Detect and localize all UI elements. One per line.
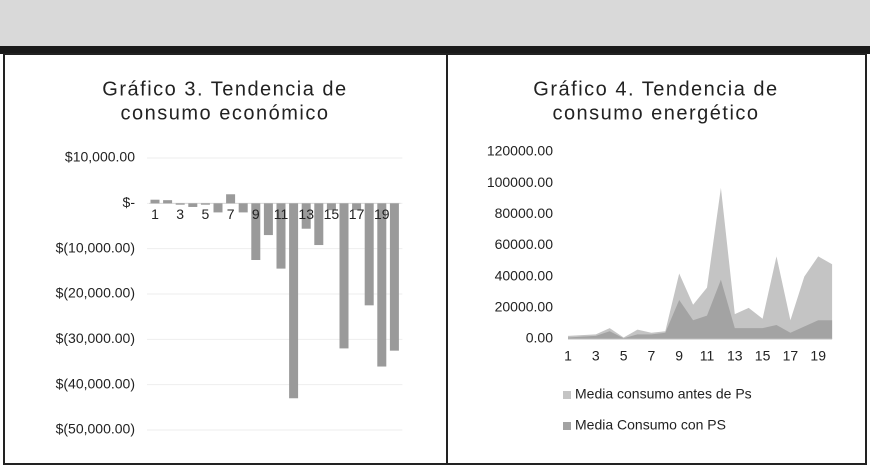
y-tick-label: 100000.00 [487, 174, 553, 190]
y-tick-label: $(20,000.00) [56, 285, 135, 301]
x-tick-label: 15 [755, 348, 771, 364]
x-tick-label: 11 [274, 206, 289, 222]
bar [226, 194, 236, 204]
legend-label: Media consumo antes de Ps [575, 386, 752, 402]
legend-label: Media Consumo con PS [575, 417, 726, 433]
y-tick-label: 0.00 [526, 330, 553, 346]
bar [339, 203, 349, 349]
x-tick-label: 17 [349, 206, 365, 222]
x-tick-label: 3 [176, 206, 184, 222]
legend-swatch [563, 391, 571, 399]
bar [163, 200, 173, 204]
bar [364, 203, 374, 306]
y-tick-label: $- [123, 194, 136, 210]
x-tick-label: 19 [810, 348, 826, 364]
bar [263, 203, 273, 236]
bar [200, 203, 210, 205]
chart-title: Gráfico 4. Tendencia de [533, 78, 778, 100]
bar [389, 203, 399, 351]
dark-band [0, 46, 870, 54]
y-tick-label: 80000.00 [495, 205, 554, 221]
x-tick-label: 1 [151, 206, 159, 222]
bar [301, 203, 311, 229]
area [568, 279, 833, 339]
area [568, 187, 833, 339]
bar [352, 203, 362, 211]
x-tick-label: 15 [324, 206, 340, 222]
y-tick-label: $(40,000.00) [56, 375, 135, 391]
y-tick-label: $(30,000.00) [56, 330, 135, 346]
x-tick-label: 11 [700, 348, 715, 364]
y-tick-label: $10,000.00 [65, 149, 135, 165]
bar [251, 203, 261, 260]
bar [377, 203, 387, 367]
chart-title: Gráfico 3. Tendencia de [102, 78, 347, 100]
top-band [0, 0, 870, 46]
bar [213, 203, 223, 213]
bar [238, 203, 248, 213]
x-tick-label: 5 [620, 348, 628, 364]
x-tick-label: 3 [592, 348, 600, 364]
x-tick-label: 17 [783, 348, 799, 364]
y-tick-label: $(10,000.00) [56, 239, 135, 255]
x-tick-label: 13 [727, 348, 743, 364]
bar [289, 203, 299, 399]
x-tick-label: 5 [202, 206, 210, 222]
bar [188, 203, 198, 207]
x-tick-label: 9 [252, 206, 260, 222]
x-tick-label: 1 [564, 348, 572, 364]
legend-swatch [563, 422, 571, 430]
x-tick-label: 19 [374, 206, 390, 222]
y-tick-label: 120000.00 [487, 143, 553, 159]
y-tick-label: 60000.00 [495, 236, 554, 252]
x-tick-label: 7 [227, 206, 235, 222]
chart-title: consumo económico [121, 102, 330, 124]
y-tick-label: 20000.00 [495, 299, 554, 315]
x-tick-label: 13 [298, 206, 314, 222]
bar [314, 203, 324, 246]
x-tick-label: 9 [675, 348, 683, 364]
x-tick-label: 7 [648, 348, 656, 364]
chart-title: consumo energético [552, 102, 759, 124]
bar [175, 203, 185, 205]
bar [150, 199, 160, 204]
y-tick-label: $(50,000.00) [56, 421, 135, 437]
bar [276, 203, 286, 269]
bar [326, 203, 336, 211]
y-tick-label: 40000.00 [495, 267, 554, 283]
